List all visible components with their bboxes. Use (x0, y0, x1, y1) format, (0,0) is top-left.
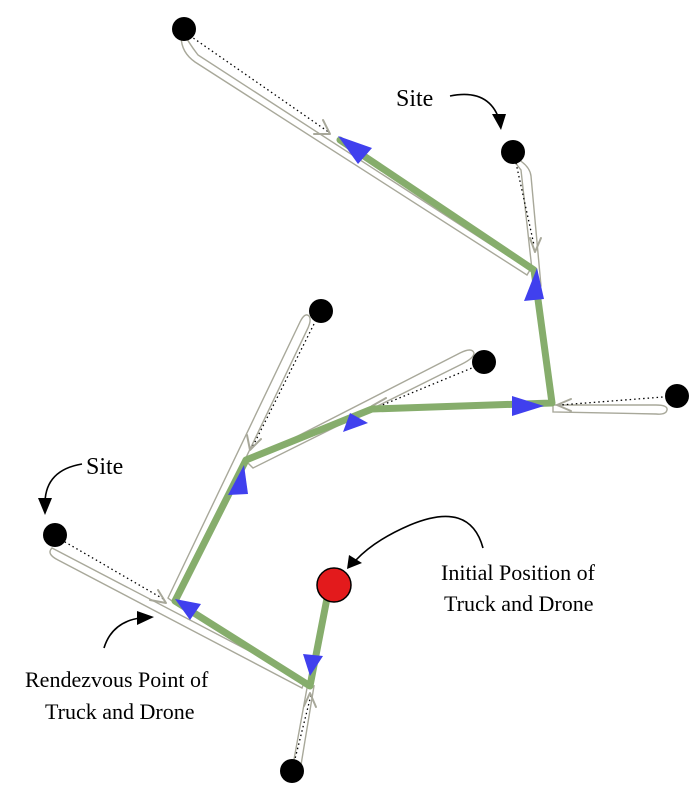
drone-arrow-icon (556, 398, 572, 412)
rendezvous-label-line2: Truck and Drone (45, 699, 195, 724)
drone-path-top-right (513, 153, 535, 246)
drone-loop-left (49, 547, 306, 689)
arrowhead-icon (492, 114, 506, 130)
site-icon (43, 523, 67, 547)
rendezvous-label-line1: Rendezvous Point of (25, 667, 209, 692)
arrowhead-icon (137, 611, 154, 625)
site-icon (172, 17, 196, 41)
drone-loop-upper-left (167, 314, 311, 606)
initial-position-label-line2: Truck and Drone (444, 591, 594, 616)
truck-arrow-icon (512, 396, 544, 416)
drone-arrow-icon (303, 692, 317, 708)
rendezvous-callout-arrow (103, 617, 141, 649)
drone-loops (49, 27, 668, 772)
truck-arrow-icon (175, 599, 201, 620)
drone-path-left (52, 534, 166, 601)
drone-arrow-icon (149, 589, 167, 604)
initial-position-icon (316, 567, 352, 603)
drone-path-far-right (559, 395, 677, 406)
drone-arrow-icon (246, 434, 262, 451)
annotation-arrows (38, 93, 506, 649)
truck-arrow-icon (524, 268, 544, 301)
truck-arrow-icon (338, 136, 372, 164)
site-icon (280, 759, 304, 783)
drone-path-upper-left (251, 311, 321, 449)
site-top-callout-arrow (449, 93, 501, 123)
arrowhead-icon (38, 498, 52, 515)
site-label: Site (86, 454, 123, 480)
site-label: Site (396, 86, 433, 112)
drone-loop-mid-upper (245, 349, 475, 469)
drone-arrow-icon (313, 119, 331, 135)
drone-path-mid-upper (379, 362, 485, 407)
sites (43, 17, 689, 783)
truck-arrow-icon (303, 654, 323, 676)
initial-position-label-line1: Initial Position of (441, 560, 596, 585)
drone-arrow-icon (529, 237, 542, 253)
site-icon (501, 140, 525, 164)
site-icon (309, 299, 333, 323)
arrowhead-icon (347, 555, 362, 569)
truck-arrow-icon (228, 465, 248, 495)
drone-dotted-paths (52, 32, 677, 772)
truck-arrow-icon (343, 413, 368, 432)
site-icon (472, 350, 496, 374)
drone-loop-bottom (292, 685, 315, 772)
site-left-callout-arrow (44, 463, 83, 503)
drone-loop-far-right (552, 404, 668, 415)
initial-position-callout-arrow (355, 515, 484, 561)
site-icon (665, 384, 689, 408)
drone-path-top-left (185, 32, 331, 134)
truck-arrows (175, 136, 544, 676)
